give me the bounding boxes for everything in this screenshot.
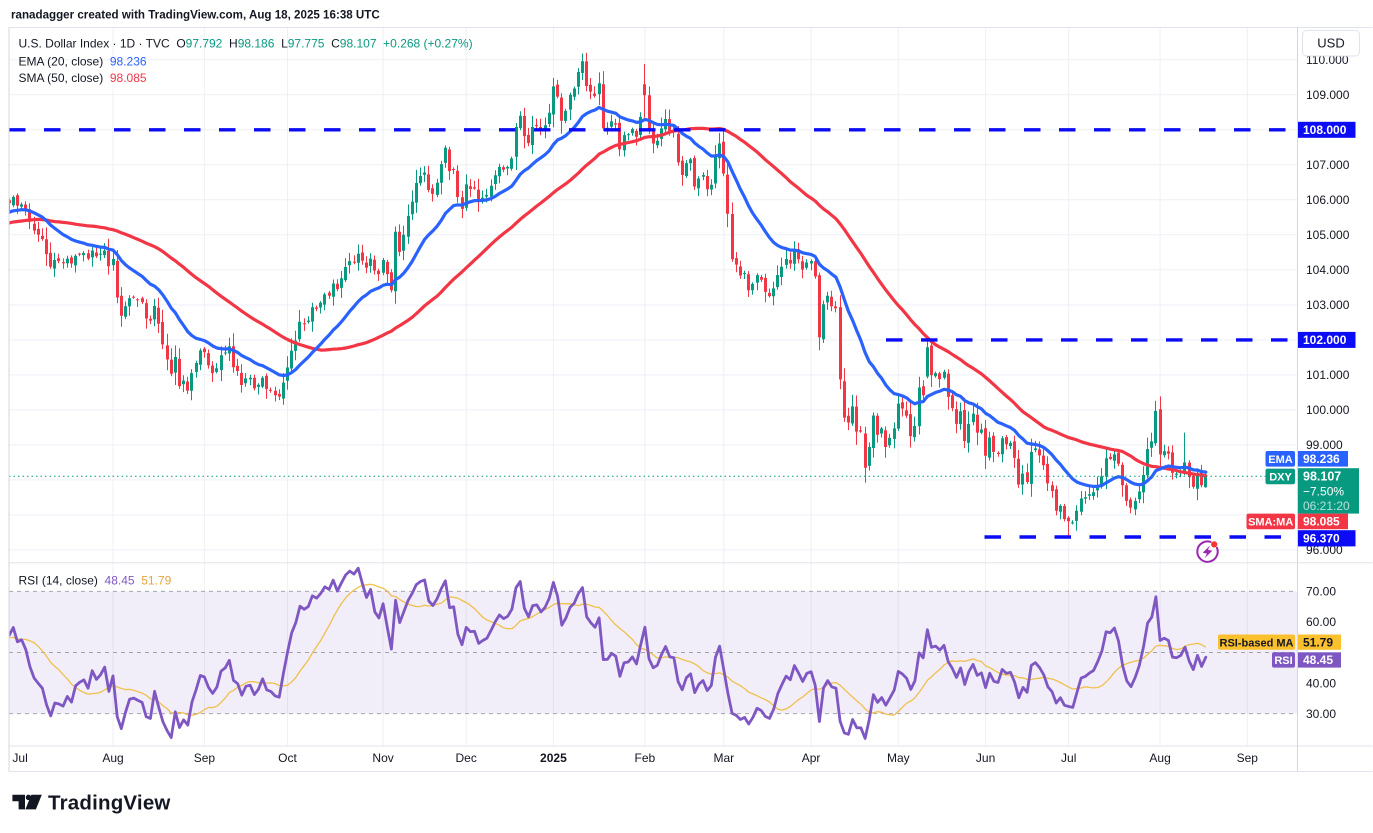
svg-text:2025: 2025 bbox=[540, 751, 567, 765]
svg-text:Aug: Aug bbox=[102, 751, 123, 765]
svg-text:RSI: RSI bbox=[1274, 655, 1292, 667]
svg-text:USD: USD bbox=[1317, 36, 1344, 51]
svg-text:Jul: Jul bbox=[1061, 751, 1076, 765]
svg-text:SMA:MA: SMA:MA bbox=[1248, 517, 1293, 529]
svg-text:Dec: Dec bbox=[456, 751, 477, 765]
svg-text:30.00: 30.00 bbox=[1306, 707, 1336, 721]
svg-text:Oct: Oct bbox=[278, 751, 297, 765]
svg-text:106.000: 106.000 bbox=[1306, 193, 1350, 207]
svg-text:105.000: 105.000 bbox=[1306, 228, 1350, 242]
svg-text:RSI (14, close) 48.45 51.79: RSI (14, close) 48.45 51.79 bbox=[19, 574, 172, 588]
svg-text:96.000: 96.000 bbox=[1306, 543, 1343, 557]
svg-text:−7.50%: −7.50% bbox=[1303, 485, 1344, 499]
svg-text:May: May bbox=[887, 751, 910, 765]
svg-text:Aug: Aug bbox=[1149, 751, 1170, 765]
svg-text:EMA: EMA bbox=[1268, 454, 1293, 466]
svg-text:DXY: DXY bbox=[1269, 472, 1292, 484]
svg-text:U.S. Dollar Index · 1D · TVC: U.S. Dollar Index · 1D · TVC O97.792 H98… bbox=[19, 37, 473, 51]
svg-text:Jul: Jul bbox=[12, 751, 27, 765]
svg-text:51.79: 51.79 bbox=[1303, 635, 1333, 649]
svg-text:96.370: 96.370 bbox=[1303, 532, 1340, 546]
svg-text:70.00: 70.00 bbox=[1306, 585, 1336, 599]
svg-text:RSI-based MA: RSI-based MA bbox=[1220, 637, 1294, 649]
svg-text:107.000: 107.000 bbox=[1306, 158, 1350, 172]
svg-text:100.000: 100.000 bbox=[1306, 403, 1350, 417]
svg-text:Sep: Sep bbox=[194, 751, 216, 765]
svg-text:EMA (20, close) 98.236: EMA (20, close) 98.236 bbox=[19, 55, 147, 69]
svg-text:Jun: Jun bbox=[976, 751, 995, 765]
svg-text:98.236: 98.236 bbox=[1303, 452, 1340, 466]
svg-text:101.000: 101.000 bbox=[1306, 368, 1350, 382]
svg-text:ranadagger created with Tradin: ranadagger created with TradingView.com,… bbox=[11, 9, 380, 22]
svg-text:98.085: 98.085 bbox=[1303, 515, 1340, 529]
svg-text:104.000: 104.000 bbox=[1306, 263, 1350, 277]
svg-text:99.000: 99.000 bbox=[1306, 438, 1343, 452]
svg-text:109.000: 109.000 bbox=[1306, 88, 1350, 102]
svg-text:Mar: Mar bbox=[713, 751, 734, 765]
svg-text:SMA (50, close) 98.085: SMA (50, close) 98.085 bbox=[19, 71, 147, 85]
svg-text:102.000: 102.000 bbox=[1303, 333, 1347, 347]
svg-text:Sep: Sep bbox=[1237, 751, 1259, 765]
svg-text:108.000: 108.000 bbox=[1303, 123, 1347, 137]
svg-text:98.107: 98.107 bbox=[1303, 469, 1341, 483]
svg-text:48.45: 48.45 bbox=[1303, 653, 1333, 667]
svg-text:TradingView: TradingView bbox=[48, 792, 171, 815]
svg-text:60.00: 60.00 bbox=[1306, 615, 1336, 629]
svg-text:Feb: Feb bbox=[635, 751, 656, 765]
svg-text:Apr: Apr bbox=[802, 751, 821, 765]
svg-text:40.00: 40.00 bbox=[1306, 676, 1336, 690]
svg-text:103.000: 103.000 bbox=[1306, 298, 1350, 312]
svg-text:Nov: Nov bbox=[372, 751, 393, 765]
svg-text:06:21:20: 06:21:20 bbox=[1303, 499, 1350, 513]
